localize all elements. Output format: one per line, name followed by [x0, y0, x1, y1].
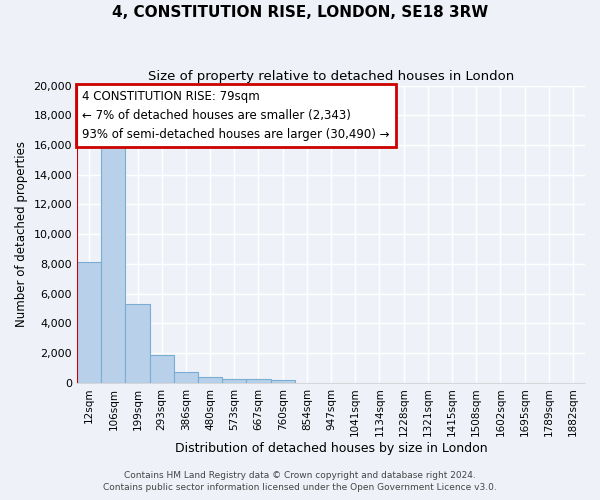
Bar: [101, 138, 125, 383]
Bar: [77, 262, 101, 383]
Text: 4, CONSTITUTION RISE, LONDON, SE18 3RW: 4, CONSTITUTION RISE, LONDON, SE18 3RW: [112, 5, 488, 20]
Bar: [271, 380, 295, 383]
Title: Size of property relative to detached houses in London: Size of property relative to detached ho…: [148, 70, 514, 83]
Bar: [198, 377, 222, 383]
Bar: [174, 372, 198, 383]
Y-axis label: Number of detached properties: Number of detached properties: [15, 141, 28, 327]
Bar: [247, 380, 271, 383]
X-axis label: Distribution of detached houses by size in London: Distribution of detached houses by size …: [175, 442, 487, 455]
Bar: [125, 304, 149, 383]
Bar: [149, 356, 174, 383]
Text: 4 CONSTITUTION RISE: 79sqm
← 7% of detached houses are smaller (2,343)
93% of se: 4 CONSTITUTION RISE: 79sqm ← 7% of detac…: [82, 90, 389, 141]
Text: Contains HM Land Registry data © Crown copyright and database right 2024.
Contai: Contains HM Land Registry data © Crown c…: [103, 471, 497, 492]
Bar: [222, 379, 247, 383]
